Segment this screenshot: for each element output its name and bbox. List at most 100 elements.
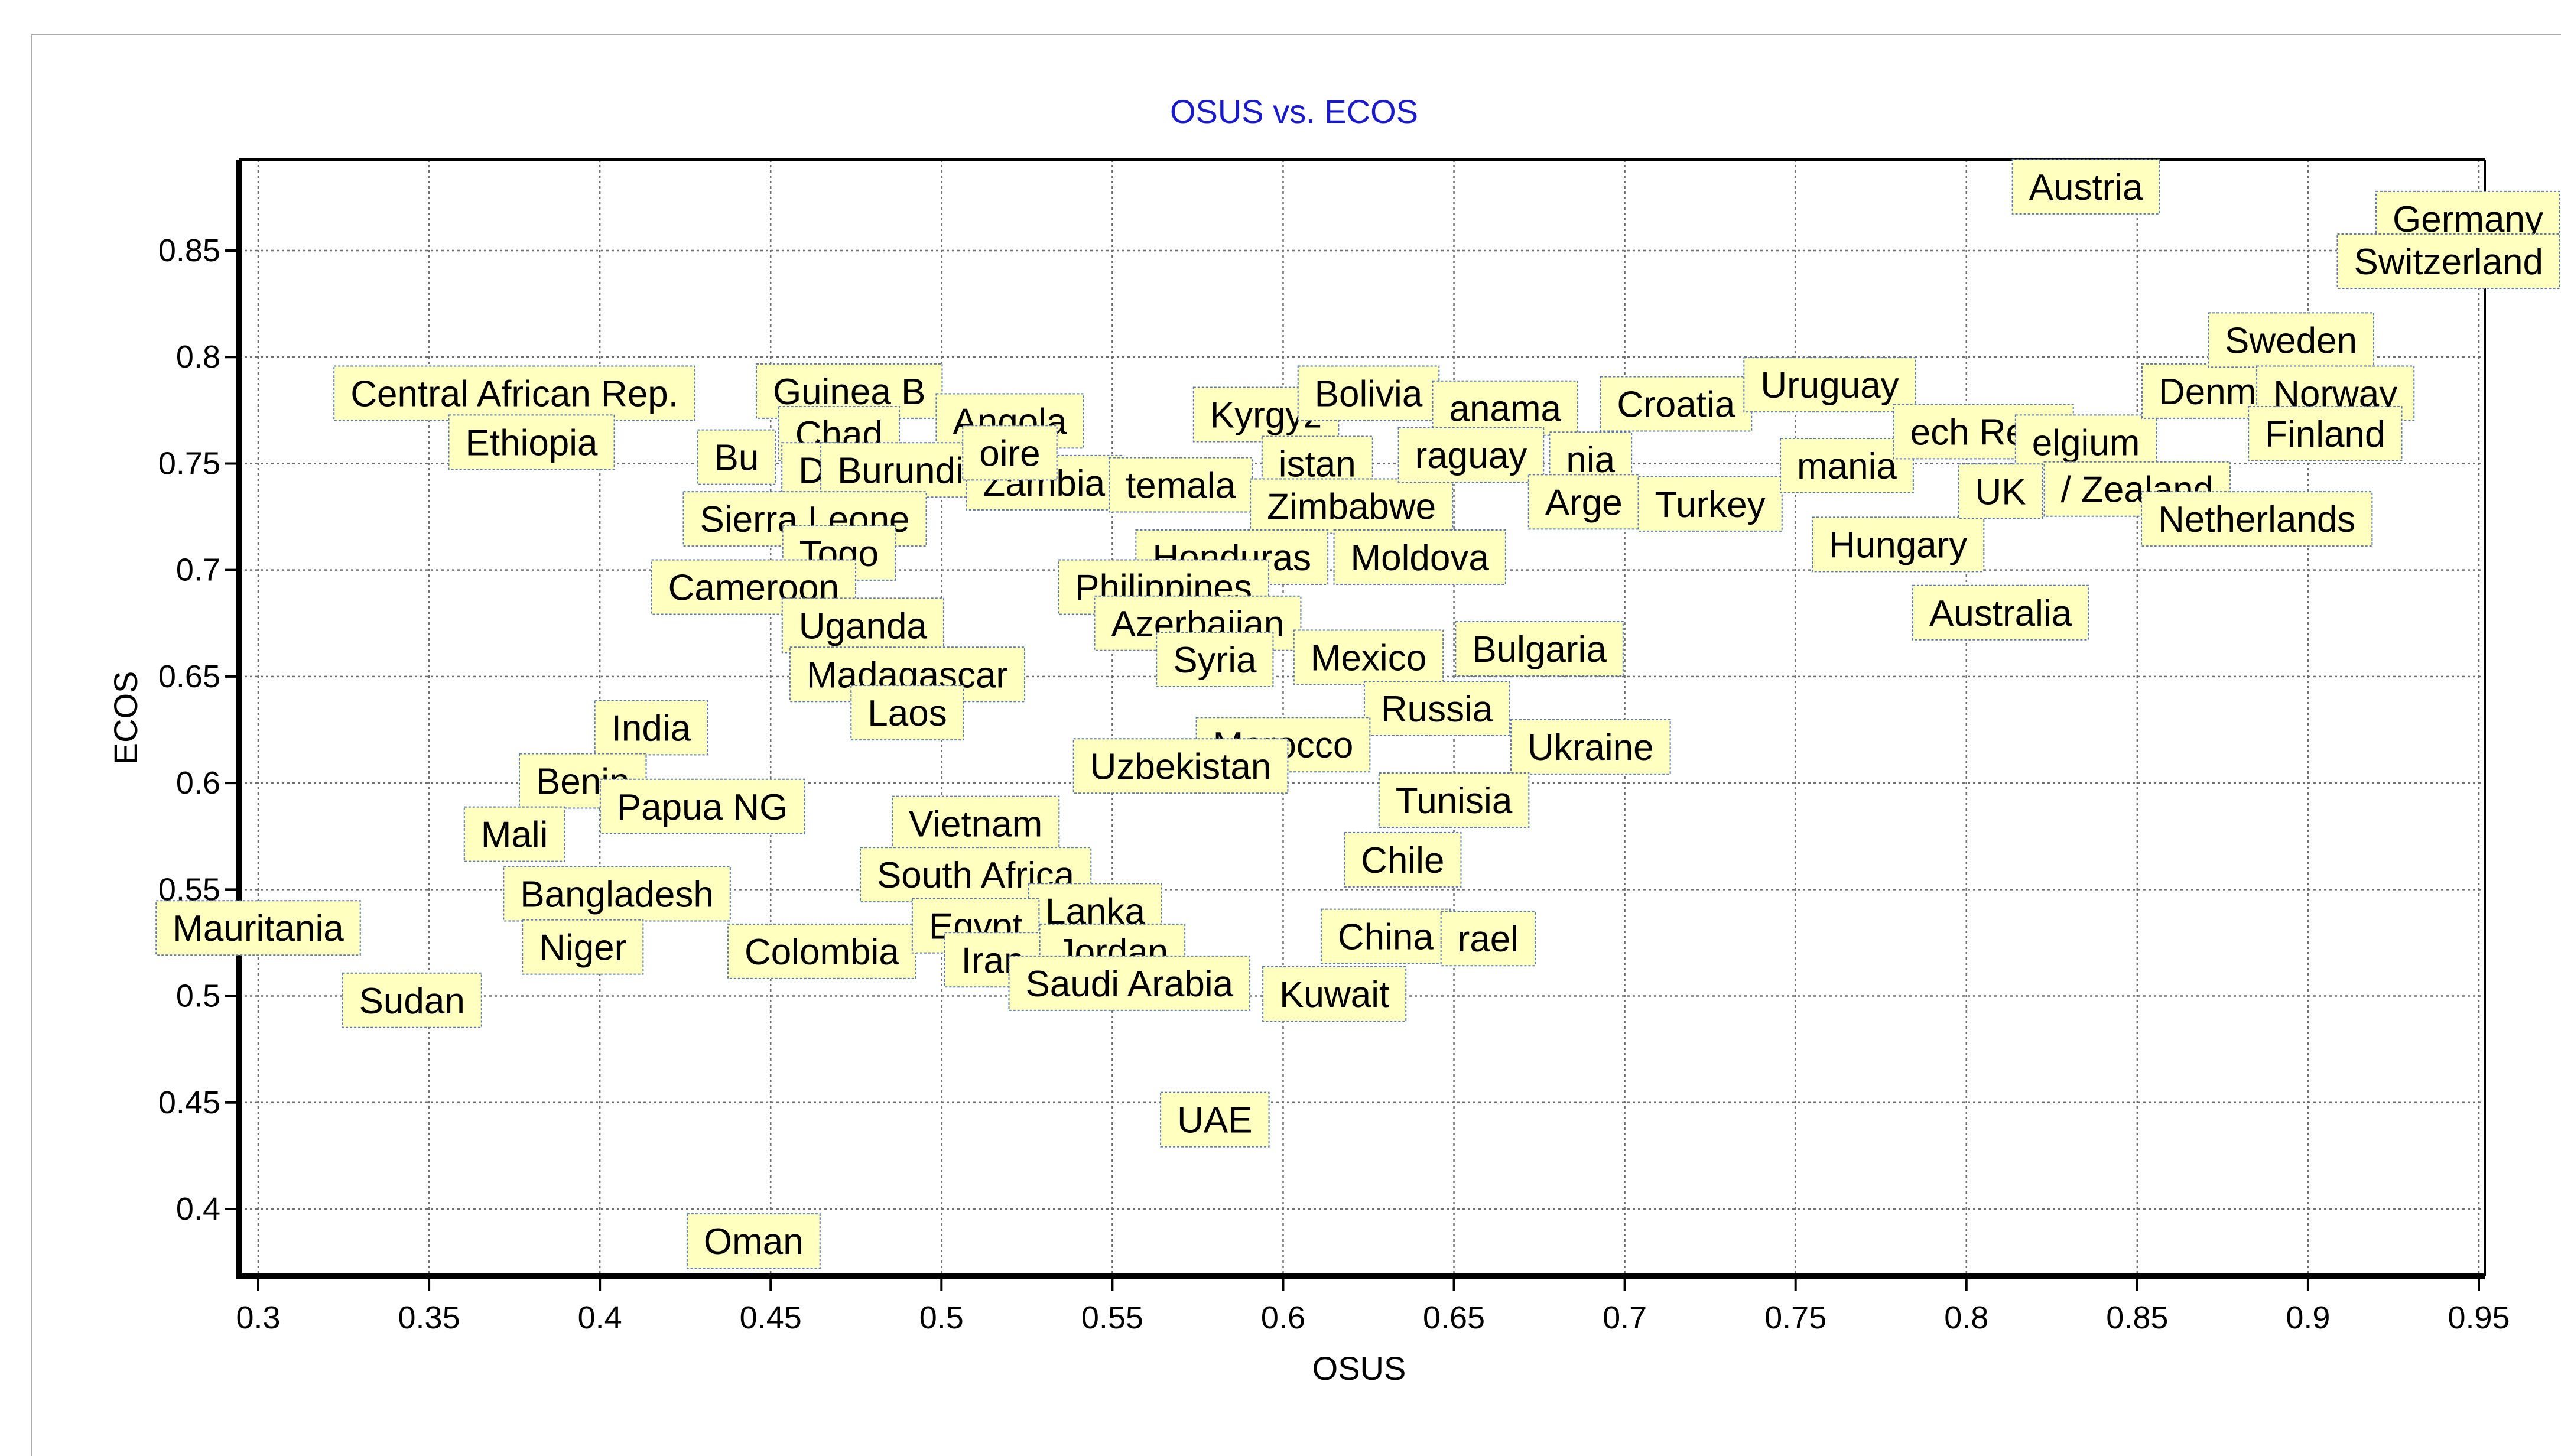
data-point-label: Kuwait <box>1279 974 1389 1015</box>
data-point: Zimbabwe <box>1250 478 1454 534</box>
data-point-label: Uzbekistan <box>1090 746 1272 787</box>
data-point-label: Bulgaria <box>1472 629 1607 670</box>
data-point: oire <box>962 425 1058 481</box>
data-point-label: Switzerland <box>2354 242 2543 282</box>
y-tick-label: 0.4 <box>176 1191 220 1227</box>
data-point-box <box>448 414 615 470</box>
data-point-box <box>686 1213 821 1269</box>
y-tick-label: 0.85 <box>158 233 220 268</box>
data-point-label: Syria <box>1173 640 1257 681</box>
data-point-label: Bangladesh <box>520 875 714 915</box>
x-tick-label: 0.75 <box>1764 1300 1826 1335</box>
data-point: Uganda <box>781 597 944 654</box>
data-point: Uruguay <box>1743 357 1916 413</box>
data-point: Kuwait <box>1262 966 1407 1022</box>
data-point-label: China <box>1338 917 1434 958</box>
data-point: Finland <box>2248 405 2403 462</box>
data-point-box <box>1510 719 1671 775</box>
data-point-box <box>1637 476 1783 532</box>
data-point: Burundi <box>820 442 981 498</box>
data-point-label: Niger <box>539 928 626 968</box>
data-point-box <box>1262 966 1407 1022</box>
data-point-label: Australia <box>1929 593 2072 634</box>
x-tick-label: 0.65 <box>1423 1300 1485 1335</box>
data-point-label: Chile <box>1361 840 1444 881</box>
data-point-label: UAE <box>1177 1100 1252 1141</box>
data-point: Laos <box>850 685 964 741</box>
data-point-box <box>1363 680 1510 736</box>
data-point-box <box>503 866 731 922</box>
axes: 0.3 0.35 0.4 0.45 0.5 0.55 0.6 0.65 0.7 0.75 0.8 0.… <box>158 158 2510 1335</box>
data-point-box <box>891 795 1060 852</box>
data-point-label: mania <box>1797 446 1897 487</box>
data-point: Chile <box>1344 831 1462 888</box>
data-point-label: Moldova <box>1351 538 1490 578</box>
data-point-label: Sweden <box>2225 320 2357 361</box>
data-point: Uzbekistan <box>1072 738 1289 794</box>
data-point-box <box>1958 463 2043 519</box>
y-tick-label: 0.45 <box>158 1085 220 1120</box>
y-axis-title: ECOS <box>107 671 144 765</box>
data-point-box <box>697 429 776 485</box>
data-point: Honduras <box>1135 529 1329 586</box>
x-tick-label: 0.4 <box>578 1300 622 1335</box>
data-point-label: Tunisia <box>1396 781 1513 821</box>
x-tick-label: 0.45 <box>740 1300 802 1335</box>
x-tick-label: 0.85 <box>2106 1300 2168 1335</box>
data-point: Colombia <box>727 923 916 979</box>
data-point: Arge <box>1528 474 1640 530</box>
data-point: Russia <box>1363 680 1510 736</box>
data-point: India <box>594 700 708 756</box>
data-point-label: Mali <box>481 815 548 856</box>
data-point: Mali <box>463 806 566 862</box>
data-point-box <box>962 425 1058 481</box>
data-point-label: Uruguay <box>1760 365 1899 406</box>
data-point-box <box>522 919 644 975</box>
data-point-box <box>594 700 708 756</box>
y-tick-label: 0.75 <box>158 446 220 481</box>
data-point-box <box>1156 632 1274 688</box>
x-tick-label: 0.55 <box>1081 1300 1143 1335</box>
data-points: Central African Rep. Ethiopia Guinea BAngo… <box>155 158 2560 1269</box>
data-point-label: elgium <box>2032 422 2140 463</box>
data-point-box <box>2011 158 2160 214</box>
data-point-label: Bu <box>714 438 759 479</box>
data-point-label: Bolivia <box>1315 373 1423 414</box>
data-point-label: Oman <box>704 1221 804 1262</box>
x-tick-label: 0.5 <box>919 1300 964 1335</box>
data-point-label: Ukraine <box>1528 727 1654 768</box>
x-tick-label: 0.7 <box>1603 1300 1647 1335</box>
data-point-box <box>1072 738 1289 794</box>
data-point-label: UK <box>1975 472 2026 512</box>
data-point: Ethiopia <box>448 414 615 470</box>
data-point: Austria <box>2011 158 2160 214</box>
data-point: Bulgaria <box>1455 621 1624 677</box>
data-point-box <box>1293 629 1444 685</box>
x-tick-label: 0.8 <box>1944 1300 1988 1335</box>
data-point-label: Papua NG <box>617 787 788 828</box>
data-point: Mexico <box>1293 629 1444 685</box>
data-point-label: Sudan <box>359 981 465 1022</box>
data-point: anama <box>1432 380 1579 436</box>
data-point-box <box>1333 529 1506 586</box>
data-point-box <box>463 806 566 862</box>
data-point-box <box>2141 491 2373 547</box>
data-point: Papua NG <box>599 778 805 834</box>
data-point: UAE <box>1160 1091 1270 1148</box>
data-point: temala <box>1108 457 1253 513</box>
data-point-label: Uganda <box>799 606 928 646</box>
data-point: Australia <box>1912 584 2089 641</box>
data-point: Mauritania <box>155 900 361 956</box>
x-tick-label: 0.9 <box>2286 1300 2330 1335</box>
data-point-box <box>1743 357 1916 413</box>
data-point-box <box>333 365 696 421</box>
data-point: Netherlands <box>2141 491 2373 547</box>
data-point-box <box>599 778 805 834</box>
data-point-box <box>1455 621 1624 677</box>
data-point-box <box>1528 474 1640 530</box>
data-point-box <box>2336 233 2560 290</box>
y-tick-label: 0.8 <box>176 339 220 375</box>
data-point-label: Croatia <box>1617 385 1735 425</box>
data-point: Syria <box>1156 632 1274 688</box>
